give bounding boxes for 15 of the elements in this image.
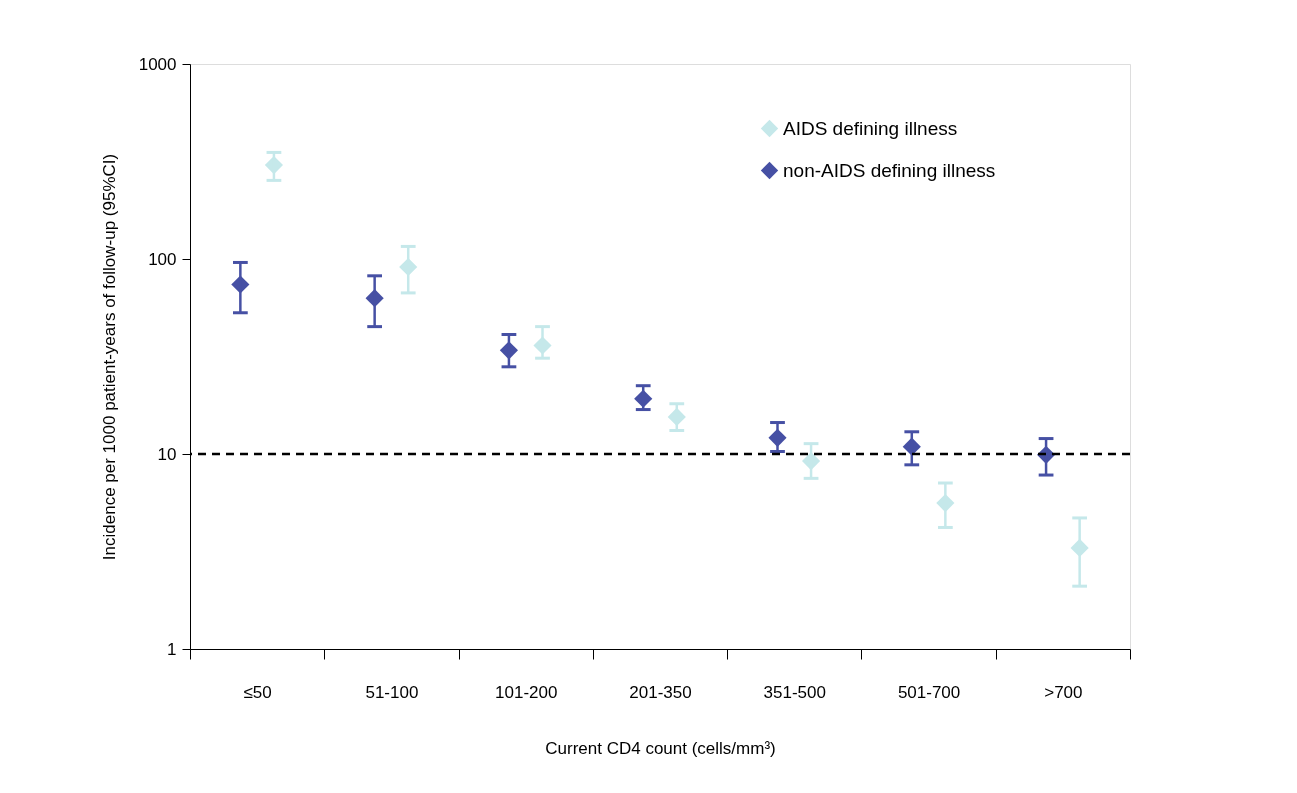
legend-label: AIDS defining illness bbox=[783, 117, 958, 139]
x-axis-title: Current CD4 count (cells/mm³) bbox=[545, 738, 776, 758]
x-tick-label: 201-350 bbox=[629, 682, 692, 702]
x-tick-label: ≤50 bbox=[243, 682, 272, 702]
y-tick-label: 10 bbox=[157, 444, 177, 464]
x-tick-label: 501-700 bbox=[897, 682, 961, 702]
y-axis-title: Incidence per 1000 patient-years of follow-up (95%CI) bbox=[99, 153, 119, 561]
x-tick-label: >700 bbox=[1044, 682, 1083, 702]
x-tick-label: 51-100 bbox=[365, 682, 419, 702]
y-tick-label: 1 bbox=[167, 639, 177, 659]
y-tick-label: 1000 bbox=[138, 54, 177, 74]
x-tick-label: 351-500 bbox=[763, 682, 826, 702]
x-tick-label: 101-200 bbox=[495, 682, 558, 702]
legend-label: non-AIDS defining illness bbox=[783, 159, 996, 181]
y-tick-label: 100 bbox=[148, 249, 177, 269]
